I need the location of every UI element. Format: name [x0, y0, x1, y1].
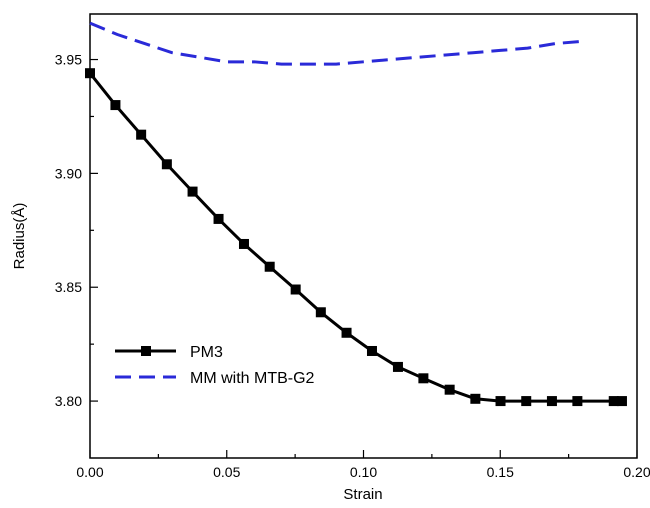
- data-point: [392, 361, 403, 372]
- data-point: [608, 396, 619, 407]
- data-point: [264, 261, 275, 272]
- x-tick-label: 0.05: [213, 464, 240, 480]
- y-tick-label: 3.85: [55, 279, 82, 295]
- data-point: [572, 396, 583, 407]
- data-point: [136, 129, 147, 140]
- data-point: [366, 345, 377, 356]
- ticks-layer: 0.00 0.05 0.10 0.15 0.20 3.80 3.85 3.90 3.95: [55, 52, 650, 480]
- y-tick-label: 3.90: [55, 165, 82, 181]
- legend: PM3 MM with MTB-G2: [115, 344, 315, 387]
- data-point: [110, 100, 121, 111]
- data-point: [418, 373, 429, 384]
- data-point: [470, 393, 481, 404]
- series-line-1: [89, 21, 583, 66]
- data-point: [213, 213, 224, 224]
- data-point: [187, 186, 198, 197]
- x-tick-label: 0.20: [623, 464, 650, 480]
- series-layer: [85, 21, 627, 407]
- data-point: [616, 396, 627, 407]
- x-tick-label: 0.10: [350, 464, 377, 480]
- data-point: [290, 284, 301, 295]
- x-axis-label: Strain: [343, 486, 382, 503]
- legend-label-pm3: PM3: [190, 344, 223, 361]
- data-point: [315, 307, 326, 318]
- data-point: [161, 159, 172, 170]
- x-tick-label: 0.00: [76, 464, 103, 480]
- plot-area-frame: [89, 13, 638, 459]
- data-point: [341, 327, 352, 338]
- series-line-0: [88, 72, 622, 403]
- legend-marker-pm3: [141, 346, 151, 356]
- y-tick-label: 3.80: [55, 393, 82, 409]
- data-point: [546, 396, 557, 407]
- legend-label-mm: MM with MTB-G2: [190, 370, 315, 387]
- data-point: [495, 396, 506, 407]
- y-tick-label: 3.95: [55, 52, 82, 68]
- data-point: [85, 68, 95, 79]
- x-tick-label: 0.15: [487, 464, 514, 480]
- data-point: [444, 384, 455, 395]
- data-point: [521, 396, 532, 407]
- y-axis-label: Radius(Å): [11, 203, 28, 270]
- data-point: [238, 238, 249, 249]
